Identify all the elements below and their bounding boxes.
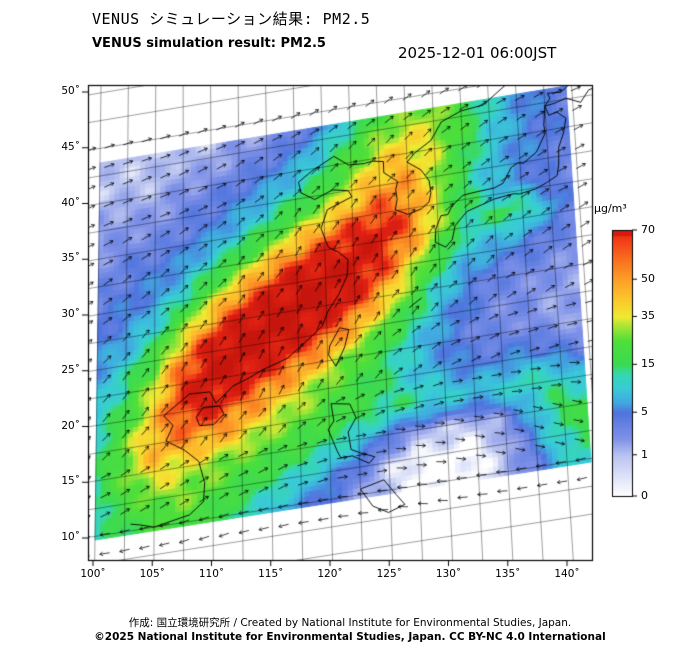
- x-axis-label: 125˚: [376, 568, 402, 580]
- title-english: VENUS simulation result: PM2.5: [92, 36, 326, 51]
- colorbar-tick-label: 50: [641, 272, 655, 286]
- colorbar-tick-label: 1: [641, 447, 648, 461]
- x-axis-label: 110˚: [198, 568, 225, 580]
- colorbar-tick-label: 5: [641, 405, 648, 419]
- x-axis-label: 100˚: [80, 568, 106, 580]
- credit-line: 作成: 国立環境研究所 / Created by National Instit…: [128, 617, 572, 629]
- colorbar-tick-label: 70: [641, 223, 655, 236]
- x-axis-label: 115˚: [258, 568, 284, 580]
- x-axis-label: 140˚: [554, 568, 580, 580]
- y-axis-label: 20˚: [61, 419, 80, 432]
- y-axis-label: 30˚: [61, 308, 80, 320]
- timestamp-label: 2025-12-01 06:00JST: [398, 44, 557, 62]
- y-axis-label: 45˚: [61, 140, 80, 153]
- y-axis-label: 50˚: [61, 85, 80, 97]
- y-axis-label: 40˚: [61, 196, 80, 209]
- y-axis-label: 25˚: [61, 363, 80, 376]
- x-axis-label: 130˚: [435, 568, 462, 580]
- colorbar-tick-label: 15: [641, 357, 655, 371]
- title-japanese: VENUS シミュレーション結果: PM2.5: [92, 10, 371, 28]
- x-axis-label: 120˚: [317, 568, 343, 580]
- y-axis-label: 10˚: [61, 531, 80, 543]
- copyright-line: ©2025 National Institute for Environment…: [94, 631, 606, 643]
- y-axis-label: 35˚: [61, 252, 80, 265]
- x-axis-label: 135˚: [495, 568, 521, 580]
- colorbar-tick-label: 35: [641, 309, 655, 323]
- y-axis-label: 15˚: [61, 475, 80, 488]
- colorbar-unit-label: μg/m³: [594, 202, 627, 215]
- colorbar-tick-label: 0: [641, 489, 648, 502]
- x-axis-label: 105˚: [139, 568, 165, 580]
